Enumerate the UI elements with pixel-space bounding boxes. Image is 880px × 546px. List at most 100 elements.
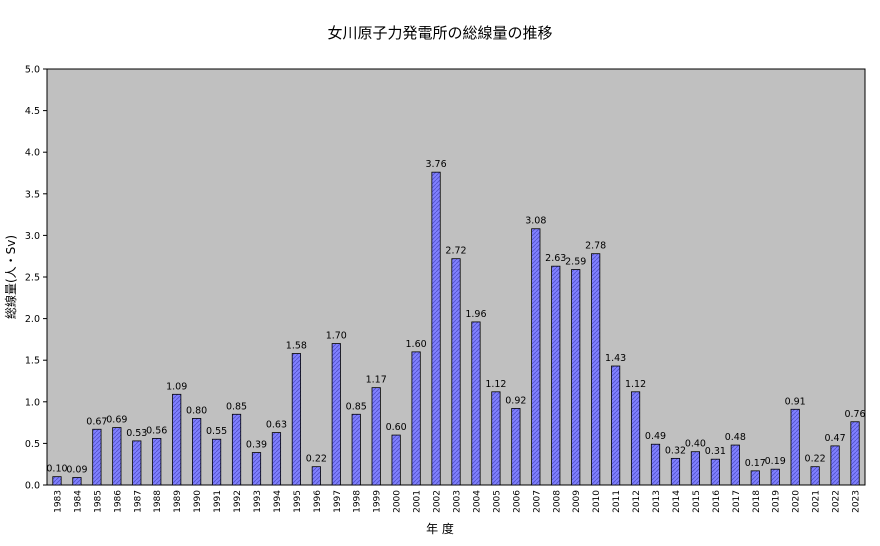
x-tick-label-1986: 1986 (113, 490, 123, 513)
bar-2013 (650, 443, 661, 486)
value-label-1995: 1.58 (286, 341, 307, 352)
bar-1983 (52, 476, 62, 486)
value-label-2016: 0.31 (705, 446, 726, 457)
value-label-2011: 1.43 (605, 353, 626, 364)
bar-2010 (591, 253, 601, 486)
value-label-1996: 0.22 (306, 454, 327, 465)
x-tick-label-1988: 1988 (153, 490, 163, 513)
value-label-2000: 0.60 (386, 422, 407, 433)
bar-2016 (710, 458, 720, 486)
value-label-1988: 0.56 (146, 425, 167, 436)
x-tick-label-2020: 2020 (792, 490, 802, 513)
value-label-1983: 0.10 (46, 464, 67, 475)
bar-2015 (690, 451, 701, 486)
value-label-2019: 0.19 (765, 456, 786, 467)
x-tick-label-2010: 2010 (592, 490, 602, 513)
bar-2018 (750, 470, 760, 486)
value-label-1998: 0.85 (346, 401, 367, 412)
value-label-2022: 0.47 (824, 433, 845, 444)
value-label-2007: 3.08 (525, 216, 546, 227)
y-tick-label: 0.0 (25, 481, 40, 492)
x-tick-label-2009: 2009 (572, 490, 582, 513)
x-tick-label-1987: 1987 (133, 490, 143, 513)
value-labels-group: 0.100.09 0.670.69 0.530.56 1.09 0.80 0.55 0.85… (46, 159, 865, 475)
value-label-2021: 0.22 (805, 454, 826, 465)
x-tick-label-1991: 1991 (213, 490, 223, 513)
x-tick-label-1990: 1990 (193, 490, 203, 513)
y-tick-label: 3.0 (25, 231, 40, 242)
bar-1986 (112, 427, 122, 486)
y-axis: 0.0 0.5 1.0 1.5 2.0 2.5 3.0 3.5 4.0 4.5 5.0 (25, 65, 47, 492)
x-tick-label-2004: 2004 (472, 490, 482, 513)
value-label-2015: 0.40 (685, 439, 706, 450)
bar-1998 (351, 413, 361, 486)
x-tick-label-2003: 2003 (453, 490, 463, 513)
bar-2001 (411, 351, 421, 486)
x-tick-label-1994: 1994 (273, 490, 283, 513)
x-tick-label-1993: 1993 (253, 490, 263, 513)
y-tick-label: 4.5 (25, 106, 40, 117)
x-tick-label-2018: 2018 (752, 490, 762, 513)
value-label-1986: 0.69 (106, 415, 127, 426)
bar-2008 (551, 265, 561, 486)
bar-1995 (291, 353, 301, 486)
value-label-2014: 0.32 (665, 445, 686, 456)
x-tick-label-2000: 2000 (393, 490, 403, 513)
x-tick-label-1989: 1989 (173, 490, 183, 513)
bar-2007 (531, 228, 541, 486)
x-tick-label-1998: 1998 (353, 490, 363, 513)
x-tick-label-1984: 1984 (73, 490, 83, 513)
x-tick-label-2017: 2017 (732, 490, 742, 513)
x-tick-label-1995: 1995 (293, 490, 303, 513)
x-tick-label-2007: 2007 (532, 490, 542, 513)
chart-title: 女川原子力発電所の総線量の推移 (327, 24, 552, 42)
bar-2020 (790, 408, 800, 486)
value-label-2013: 0.49 (645, 431, 666, 442)
bar-2002 (431, 171, 441, 486)
value-label-1997: 1.70 (326, 331, 347, 342)
y-tick-label: 1.5 (25, 356, 40, 367)
x-axis-label: 年 度 (426, 521, 454, 536)
value-label-1990: 0.80 (186, 405, 207, 416)
bar-2005 (491, 391, 501, 486)
x-tick-label-1999: 1999 (373, 490, 383, 513)
value-label-2020: 0.91 (785, 396, 806, 407)
value-label-1991: 0.55 (206, 426, 227, 437)
x-tick-label-1983: 1983 (53, 490, 63, 513)
x-tick-label-2002: 2002 (433, 490, 443, 513)
bar-1993 (251, 452, 262, 486)
value-label-2009: 2.59 (565, 257, 586, 268)
x-tick-label-2014: 2014 (672, 490, 682, 513)
value-label-2004: 1.96 (465, 309, 486, 320)
bar-1988 (152, 438, 162, 486)
value-label-2008: 2.63 (545, 253, 566, 264)
value-label-2023: 0.76 (844, 409, 865, 420)
bar-2009 (571, 269, 581, 486)
bar-1990 (192, 418, 202, 486)
y-tick-label: 4.0 (25, 148, 40, 159)
value-label-2012: 1.12 (625, 379, 646, 390)
bar-1996 (311, 466, 321, 486)
value-label-2005: 1.12 (485, 379, 506, 390)
x-tick-label-2008: 2008 (552, 490, 562, 513)
bar-1991 (211, 438, 222, 486)
bar-2023 (850, 421, 860, 486)
bar-2021 (810, 466, 820, 486)
x-tick-label-2022: 2022 (832, 490, 842, 513)
bar-2017 (730, 444, 740, 486)
bar-1989 (172, 393, 182, 486)
x-tick-label-2001: 2001 (413, 490, 423, 513)
bar-2012 (630, 391, 641, 486)
bar-1984 (72, 477, 82, 486)
x-tick-label-2011: 2011 (612, 490, 622, 513)
value-label-1987: 0.53 (126, 428, 147, 439)
value-label-2018: 0.17 (745, 458, 766, 469)
value-label-1994: 0.63 (266, 420, 287, 431)
value-label-2010: 2.78 (585, 241, 606, 252)
bar-1999 (371, 387, 381, 486)
value-label-2003: 2.72 (445, 246, 466, 257)
y-tick-label: 2.0 (25, 314, 40, 325)
bar-2004 (471, 321, 481, 486)
